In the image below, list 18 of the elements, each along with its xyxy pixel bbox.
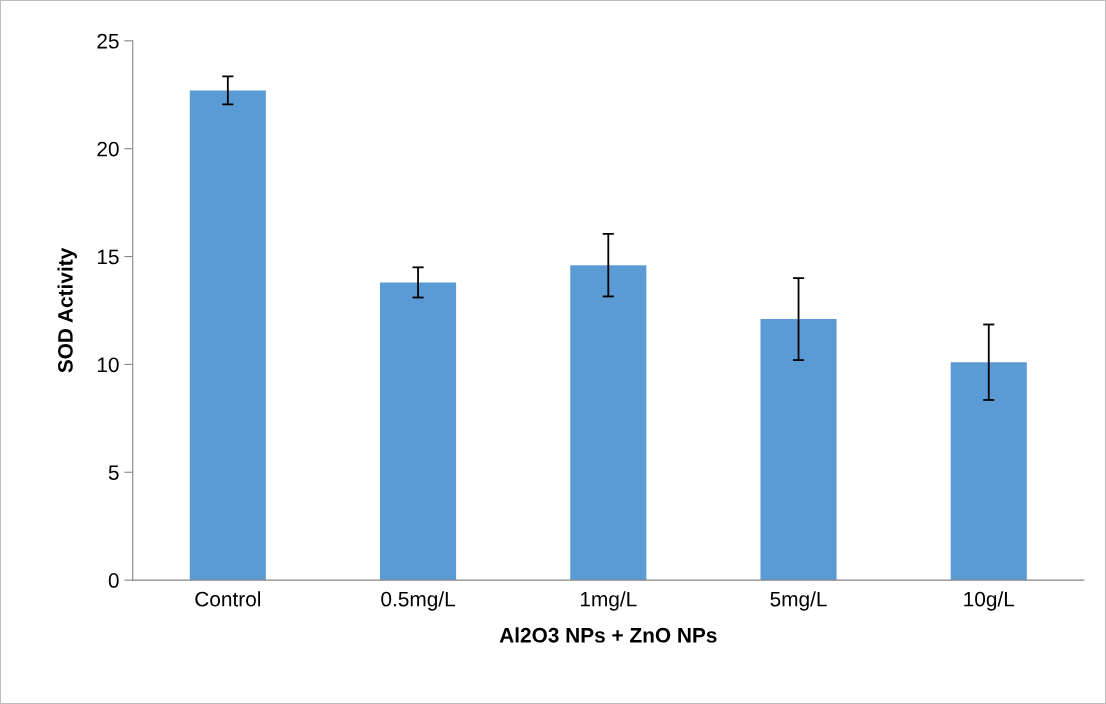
- x-tick-label: Control: [195, 591, 261, 607]
- bar: [950, 362, 1027, 581]
- y-tick-label: 5: [108, 465, 119, 480]
- bar: [189, 90, 266, 581]
- y-tick-label: 15: [97, 249, 119, 265]
- y-tick-label: 10: [97, 357, 119, 373]
- bar: [380, 282, 457, 581]
- bar: [570, 265, 647, 581]
- x-tick-label: 5mg/L: [770, 591, 827, 611]
- y-tick-label: 25: [97, 33, 119, 49]
- y-tick-label: 20: [97, 141, 119, 157]
- y-axis-title: SOD Activity: [57, 247, 77, 373]
- y-tick-label: 0: [108, 573, 119, 588]
- x-axis-title: Al2O3 NPs + ZnO NPs: [499, 627, 717, 643]
- bar: [760, 319, 837, 581]
- x-tick-label: 0.5mg/L: [381, 591, 456, 611]
- x-tick-label: 10g/L: [964, 591, 1015, 611]
- x-tick-label: 1mg/L: [580, 591, 637, 611]
